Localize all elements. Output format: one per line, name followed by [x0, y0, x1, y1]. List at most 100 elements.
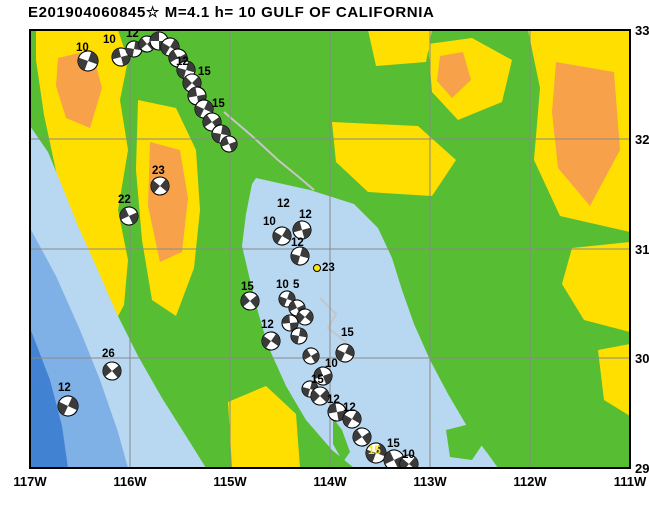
focal-mechanism	[352, 427, 372, 447]
beachball-quadrants	[279, 291, 295, 307]
depth-label: 12	[261, 319, 274, 331]
region-isla-angel	[333, 418, 350, 462]
beachball-quadrants	[183, 76, 201, 90]
region-pacific-deep	[30, 328, 68, 468]
region-top-mid-highland	[368, 30, 432, 66]
x-tick-label: 115W	[213, 474, 247, 489]
beachball-quadrants	[151, 179, 169, 193]
depth-label: 12	[327, 394, 340, 406]
focal-mechanism	[335, 343, 355, 363]
beachball-quadrants	[328, 403, 346, 421]
y-tick-label: 31N	[635, 242, 649, 257]
focal-mechanism	[296, 308, 314, 326]
focal-mechanism	[302, 347, 320, 365]
beachball-quadrants	[384, 450, 404, 468]
focal-mechanism	[272, 226, 292, 246]
beachball-quadrants	[297, 310, 313, 324]
y-tick-label: 29N	[635, 461, 649, 476]
beachball-quadrants	[112, 48, 130, 66]
beachball-quadrants	[177, 61, 195, 79]
beachball-quadrants	[161, 39, 179, 55]
beachball-quadrants	[302, 381, 318, 397]
beachball-quadrants	[262, 333, 280, 349]
beachball-quadrants	[366, 443, 386, 463]
depth-label: 15	[212, 98, 225, 110]
focal-mechanism	[313, 366, 333, 386]
focal-mechanism	[342, 409, 362, 429]
beachball-quadrants	[291, 247, 309, 265]
focal-mechanism	[220, 135, 238, 153]
beachball-quadrants	[291, 328, 307, 344]
region-isla-tiburon	[446, 424, 484, 460]
depth-label: 12	[343, 402, 356, 414]
beachball-quadrants	[241, 294, 259, 308]
focal-mechanism	[261, 331, 281, 351]
depth-label: 10	[103, 34, 116, 46]
depth-label: 10	[325, 358, 338, 370]
beachball-quadrants	[126, 41, 142, 57]
depth-label: 12	[126, 28, 139, 40]
region-ne-corner-peak	[552, 62, 620, 206]
page-title: E201904060845☆ M=4.1 h= 10 GULF OF CALIF…	[28, 4, 435, 21]
x-tick-label: 116W	[113, 474, 147, 489]
beachball-quadrants	[314, 367, 332, 385]
region-sonora-ne-peak	[437, 52, 471, 98]
y-tick-label: 33N	[635, 23, 649, 38]
depth-label: 15	[341, 327, 354, 339]
focal-mechanism	[102, 361, 122, 381]
depth-label: 15	[387, 438, 400, 450]
region-baja-north-highland	[36, 30, 128, 335]
fault-trace-north	[223, 111, 315, 191]
x-tick-label: 117W	[13, 474, 47, 489]
beachball-quadrants	[303, 349, 319, 363]
focal-mechanism	[281, 314, 299, 332]
focal-mechanism	[290, 327, 308, 345]
depth-label: 15	[311, 374, 324, 386]
focal-mechanism	[57, 395, 79, 417]
x-tick-label: 111W	[614, 474, 647, 489]
beachball-quadrants	[353, 429, 371, 445]
beachball-quadrants	[58, 396, 78, 416]
beachball-quadrants	[273, 228, 291, 244]
y-tick-label: 32N	[635, 132, 649, 147]
x-tick-label: 113W	[413, 474, 447, 489]
depth-label: 23	[322, 262, 335, 274]
x-tick-label: 112W	[513, 474, 547, 489]
map-frame	[29, 29, 631, 469]
beachball-quadrants	[78, 51, 98, 71]
depth-label: 10	[276, 279, 289, 291]
focal-mechanism	[292, 220, 312, 240]
beachball-quadrants	[120, 207, 138, 225]
depth-label: 12	[291, 237, 304, 249]
fault-trace-mid	[319, 297, 347, 343]
focal-mechanism	[240, 291, 260, 311]
region-right-mid-highland	[562, 242, 630, 332]
beachball-quadrants	[195, 100, 213, 118]
region-right-low-highland	[598, 344, 630, 416]
beachball-quadrants	[103, 364, 121, 378]
region-baja-mid-peak	[148, 142, 188, 262]
main-event-marker	[313, 264, 321, 272]
depth-label: 10	[402, 449, 415, 461]
y-tick-label: 30N	[635, 351, 649, 366]
x-tick-label: 114W	[313, 474, 347, 489]
focal-mechanism	[119, 206, 139, 226]
focal-mechanism	[150, 176, 170, 196]
focal-mechanism	[310, 386, 330, 406]
depth-label: 12	[176, 56, 189, 68]
beachball-quadrants	[311, 389, 329, 403]
beachball-quadrants	[221, 136, 237, 152]
region-baja-south-highland	[228, 386, 300, 468]
depth-label: 12	[58, 382, 71, 394]
depth-label: 10	[76, 42, 89, 54]
depth-label: 5	[293, 279, 300, 291]
beachball-quadrants	[343, 411, 361, 427]
focal-mechanism	[327, 402, 347, 422]
depth-label: 15	[241, 281, 254, 293]
beachball-quadrants	[336, 344, 354, 362]
depth-label: 22	[118, 194, 131, 206]
focal-mechanism	[290, 246, 310, 266]
